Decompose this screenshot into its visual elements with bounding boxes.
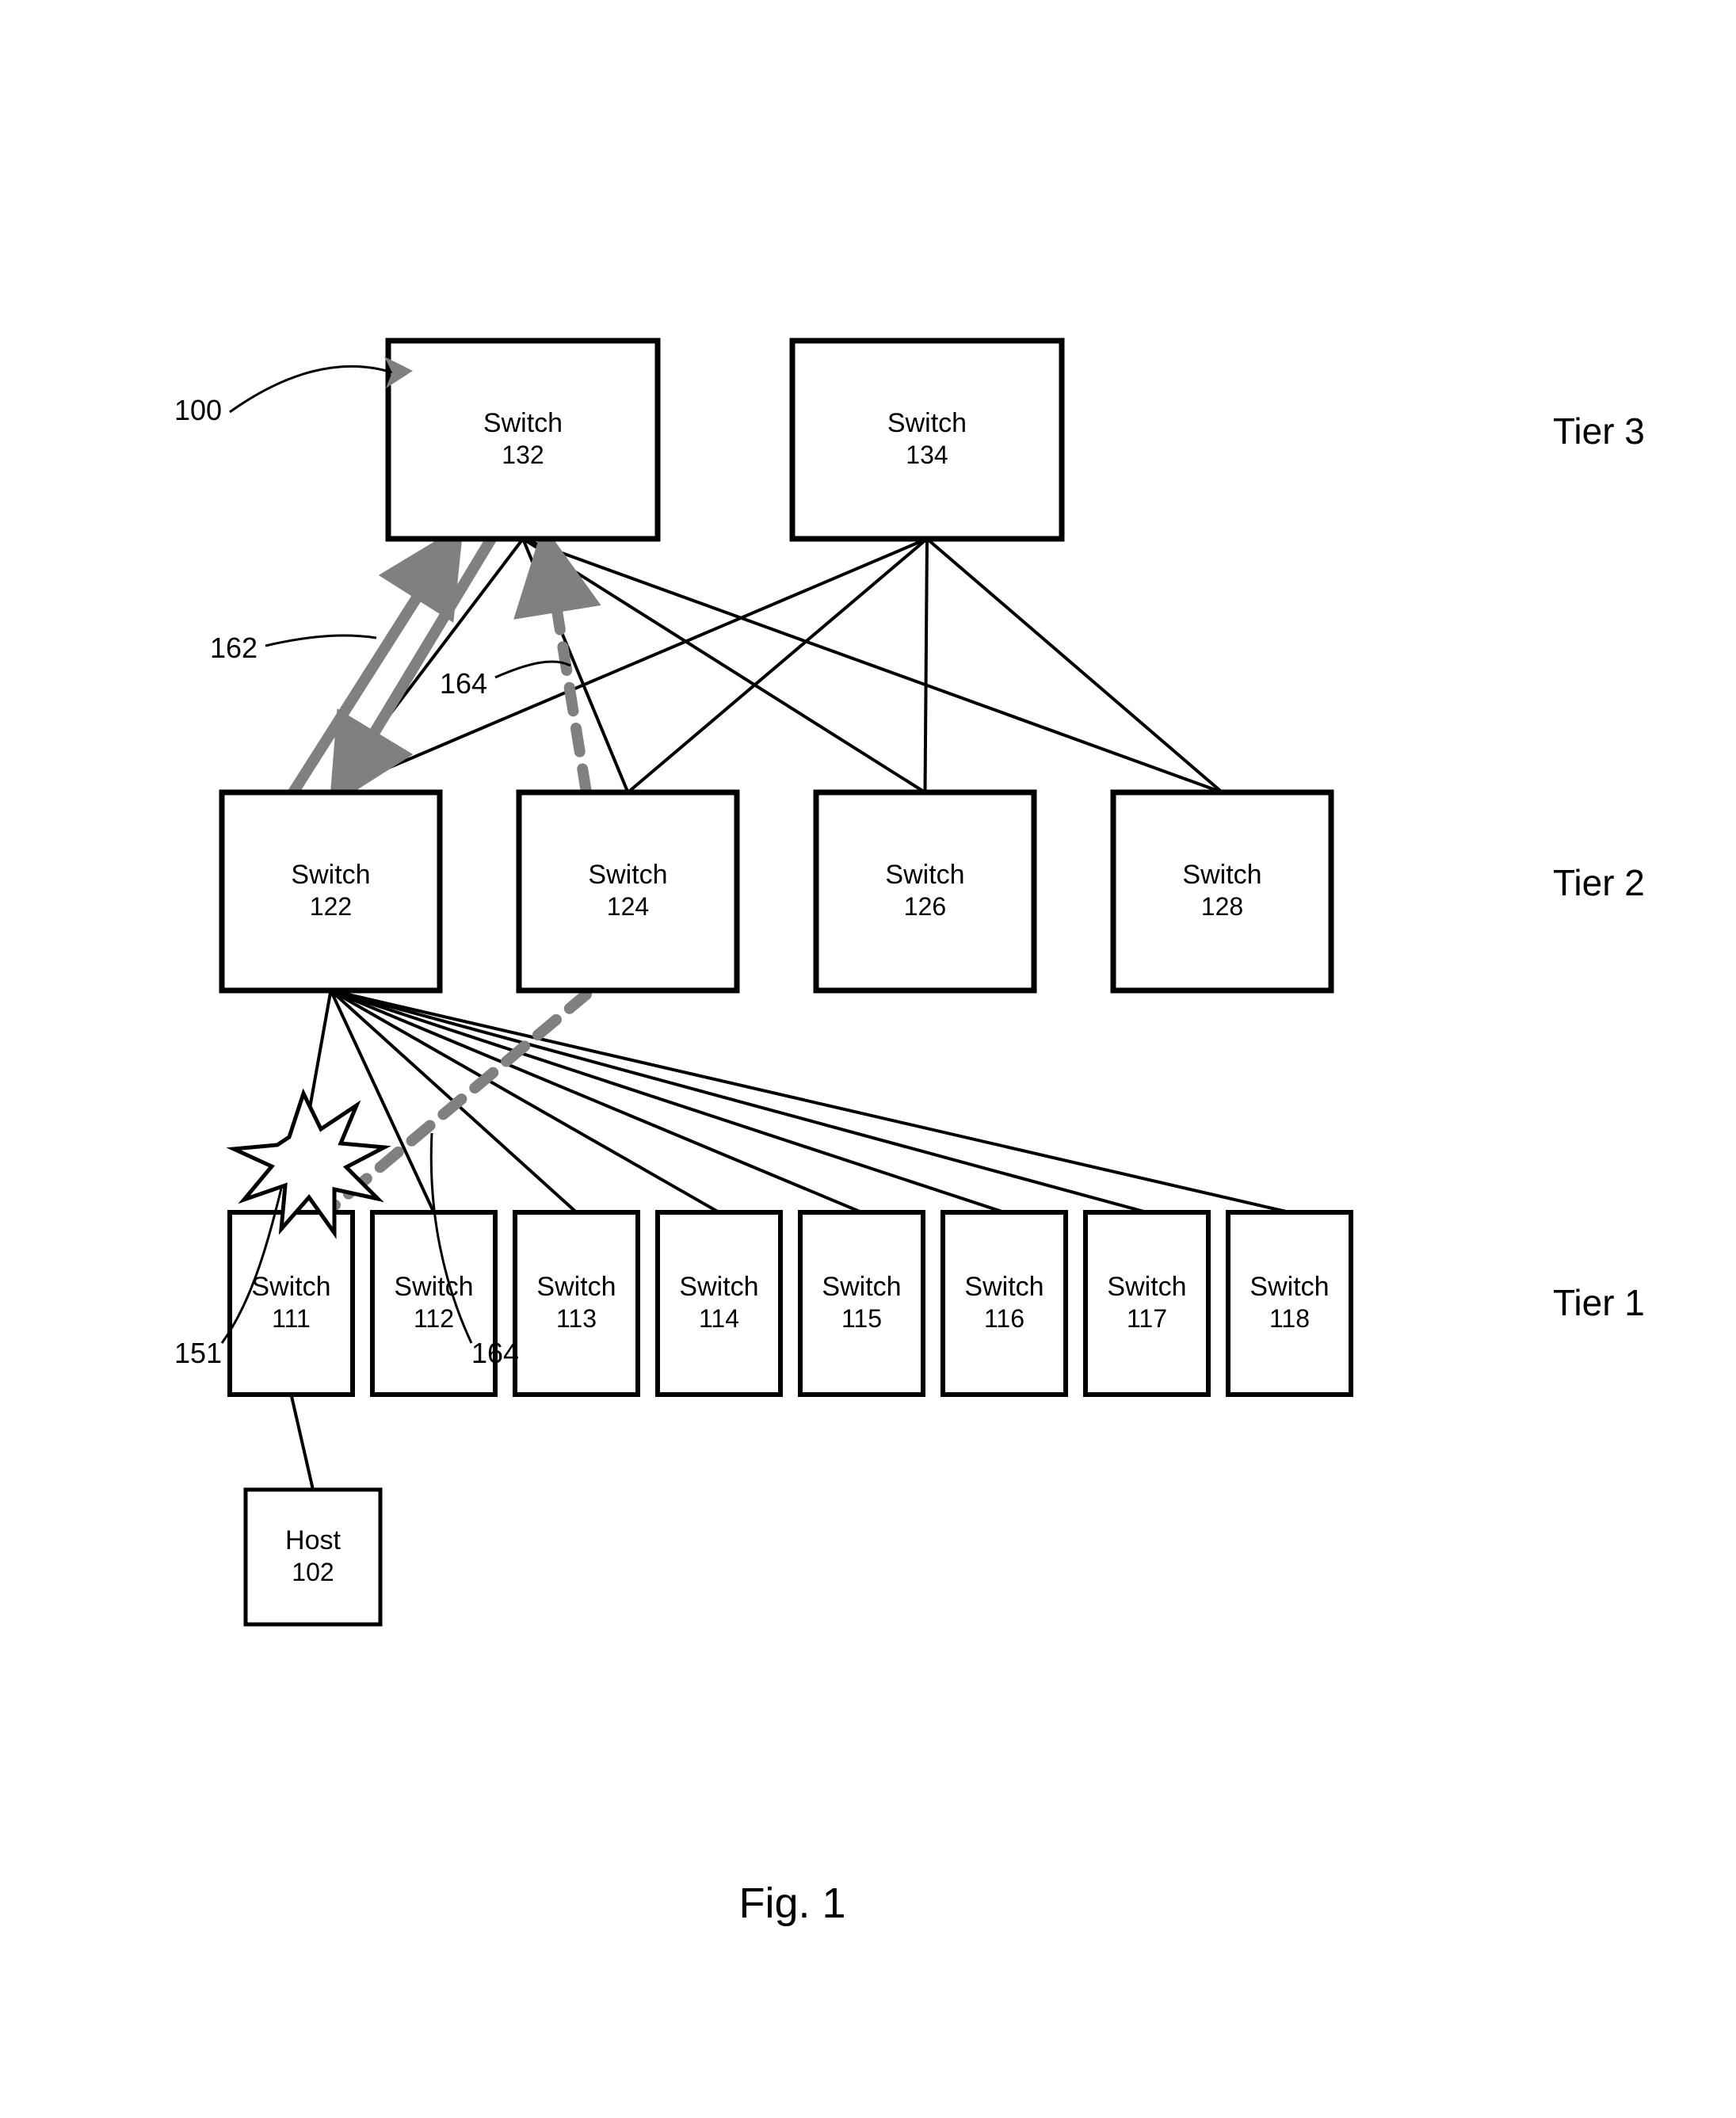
node-s115-label: Switch (822, 1272, 901, 1302)
ref-164-lower: 164 (471, 1337, 519, 1369)
node-s132: Switch 132 (388, 341, 658, 539)
node-s114-label: Switch (679, 1272, 758, 1302)
node-s126-id: 126 (904, 892, 946, 921)
node-s112-id: 112 (414, 1304, 454, 1333)
node-s113: Switch113 (515, 1212, 638, 1395)
node-s117: Switch117 (1085, 1212, 1208, 1395)
tier3-label: Tier 3 (1553, 410, 1645, 452)
figure-label: Fig. 1 (738, 1879, 845, 1927)
node-s134-id: 134 (906, 441, 948, 469)
node-s114: Switch114 (658, 1212, 780, 1395)
edge-s111-host (292, 1395, 314, 1490)
node-s134: Switch 134 (792, 341, 1062, 539)
nodes: Host102Switch111Switch112Switch113Switch… (222, 341, 1351, 1624)
node-s113-label: Switch (536, 1272, 616, 1302)
node-s126-label: Switch (885, 860, 964, 890)
node-s118-label: Switch (1250, 1272, 1329, 1302)
node-s128: Switch128 (1113, 792, 1331, 990)
node-s132-label: Switch (483, 408, 563, 438)
node-s111: Switch111 (230, 1212, 353, 1395)
node-s113-id: 113 (556, 1304, 597, 1333)
ref-164-upper: 164 (440, 667, 487, 700)
node-s132-id: 132 (502, 441, 544, 469)
node-s115: Switch115 (800, 1212, 923, 1395)
leader-164-upper (495, 662, 570, 677)
node-host-id: 102 (292, 1558, 334, 1586)
node-s124: Switch124 (519, 792, 737, 990)
node-s124-id: 124 (607, 892, 649, 921)
node-s116-label: Switch (964, 1272, 1044, 1302)
node-s111-id: 111 (272, 1304, 311, 1333)
ref-162: 162 (210, 632, 258, 664)
node-s124-label: Switch (588, 860, 667, 890)
tier2-label: Tier 2 (1553, 862, 1645, 903)
node-s115-id: 115 (841, 1304, 882, 1333)
ref-100: 100 (174, 394, 222, 426)
leader-100 (230, 366, 392, 412)
node-s118: Switch118 (1228, 1212, 1351, 1395)
node-s134-label: Switch (887, 408, 967, 438)
node-s122: Switch122 (222, 792, 440, 990)
edge-s134-s128 (927, 539, 1223, 792)
node-s116-id: 116 (984, 1304, 1024, 1333)
node-s126: Switch126 (816, 792, 1034, 990)
node-s128-label: Switch (1182, 860, 1261, 890)
tier1-label: Tier 1 (1553, 1282, 1645, 1323)
path-162-up (293, 543, 452, 792)
node-s122-label: Switch (291, 860, 370, 890)
path-162-down (341, 539, 491, 788)
path-164b (547, 547, 586, 792)
node-s117-label: Switch (1107, 1272, 1186, 1302)
node-s112-label: Switch (394, 1272, 473, 1302)
edge-s122-s115 (331, 990, 862, 1212)
node-s114-id: 114 (699, 1304, 739, 1333)
edge-s122-s114 (331, 990, 719, 1212)
edge-s134-s124 (628, 539, 928, 792)
node-s128-id: 128 (1201, 892, 1243, 921)
node-s117-id: 117 (1127, 1304, 1167, 1333)
node-s116: Switch116 (943, 1212, 1066, 1395)
node-s118-id: 118 (1269, 1304, 1310, 1333)
node-host-label: Host (285, 1525, 341, 1555)
figure-canvas: Host102Switch111Switch112Switch113Switch… (0, 0, 1736, 2118)
node-host: Host 102 (246, 1490, 380, 1624)
ref-151: 151 (174, 1337, 222, 1369)
leader-162 (265, 635, 376, 646)
node-s122-id: 122 (310, 892, 352, 921)
node-s111-label: Switch (251, 1272, 330, 1302)
edge-s134-s126 (925, 539, 928, 792)
edge-s122-s118 (331, 990, 1290, 1212)
